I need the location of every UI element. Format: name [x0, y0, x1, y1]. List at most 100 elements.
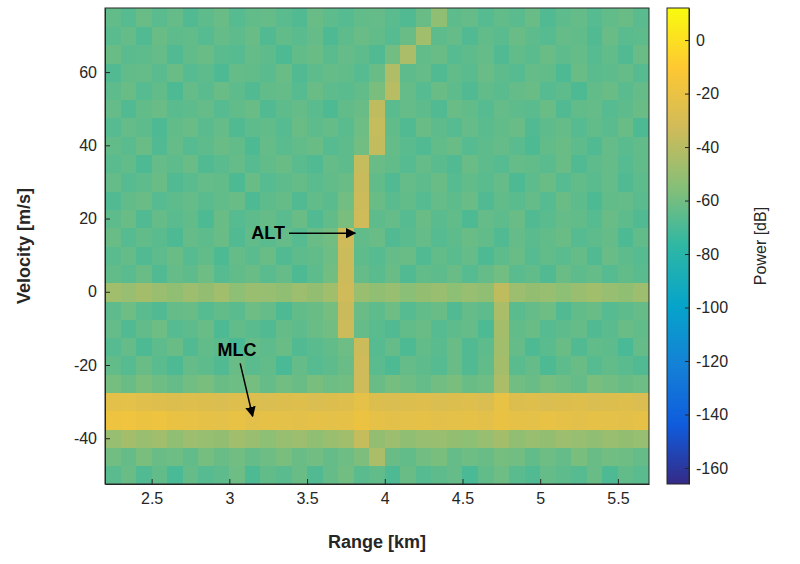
heatmap-cell [323, 8, 339, 27]
heatmap-cell [214, 191, 230, 210]
heatmap-cell [540, 63, 556, 82]
heatmap-cell [556, 466, 572, 484]
y-axis-title: Velocity [m/s] [14, 188, 34, 304]
heatmap-cell [431, 356, 447, 375]
heatmap-cell [556, 154, 572, 173]
heatmap-cell [416, 191, 432, 210]
heatmap-cell [354, 81, 370, 100]
heatmap-cell [276, 173, 292, 192]
heatmap-cell [105, 392, 121, 411]
heatmap-cell [229, 173, 245, 192]
heatmap-cell [229, 411, 245, 430]
heatmap-cell [229, 8, 245, 27]
heatmap-cell [447, 429, 463, 448]
heatmap-cell [152, 429, 168, 448]
heatmap-cell [416, 319, 432, 338]
heatmap-cell [618, 8, 634, 27]
heatmap-cell [369, 301, 385, 320]
heatmap-cell [633, 411, 649, 430]
heatmap-cell [105, 118, 121, 137]
heatmap-cell [400, 411, 416, 430]
heatmap-cell [633, 429, 649, 448]
heatmap-cell [369, 173, 385, 192]
heatmap-cell [462, 45, 478, 64]
heatmap-cell [587, 8, 603, 27]
heatmap-cell [121, 374, 137, 393]
heatmap-cell [431, 246, 447, 265]
heatmap-cell [229, 301, 245, 320]
heatmap-cell [307, 45, 323, 64]
heatmap-cell [292, 228, 308, 247]
heatmap-cell [292, 411, 308, 430]
heatmap-cell [323, 246, 339, 265]
heatmap-cell [509, 301, 525, 320]
heatmap-cell [494, 81, 510, 100]
colorbar-axis-tick: -40 [685, 139, 719, 156]
heatmap-cell [229, 466, 245, 484]
heatmap-cell [338, 466, 354, 484]
heatmap-cell [354, 246, 370, 265]
heatmap-cell [462, 319, 478, 338]
heatmap-cell [167, 63, 183, 82]
heatmap-cell [385, 246, 401, 265]
heatmap-cell [494, 136, 510, 155]
heatmap-cell [587, 356, 603, 375]
heatmap-cell [618, 118, 634, 137]
heatmap-cell [385, 81, 401, 100]
heatmap-cell [198, 374, 214, 393]
heatmap-cell [292, 26, 308, 45]
heatmap-cell [509, 191, 525, 210]
heatmap-cell [478, 392, 494, 411]
heatmap-cell [276, 319, 292, 338]
heatmap-cell [183, 209, 199, 228]
heatmap-cell [183, 118, 199, 137]
heatmap-cell [385, 283, 401, 302]
heatmap-cell [167, 191, 183, 210]
heatmap-cell [571, 338, 587, 357]
heatmap-cell [260, 81, 276, 100]
heatmap-cell [602, 429, 618, 448]
heatmap-cell [571, 8, 587, 27]
heatmap-cell [307, 429, 323, 448]
heatmap-cell [152, 392, 168, 411]
heatmap-cell [229, 26, 245, 45]
heatmap-cell [198, 264, 214, 283]
colorbar-axis-tick: -120 [685, 353, 728, 370]
heatmap-cell [571, 466, 587, 484]
heatmap-cell [292, 429, 308, 448]
heatmap-cell [167, 136, 183, 155]
heatmap-cell [369, 356, 385, 375]
heatmap-cell [214, 118, 230, 137]
heatmap-cell [183, 283, 199, 302]
heatmap-cell [385, 374, 401, 393]
heatmap-cell [323, 374, 339, 393]
heatmap-cell [633, 209, 649, 228]
heatmap-cell [354, 356, 370, 375]
heatmap-cell [602, 118, 618, 137]
heatmap-cell [152, 118, 168, 137]
heatmap-cell [338, 283, 354, 302]
heatmap-cell [369, 374, 385, 393]
heatmap-cell [587, 81, 603, 100]
heatmap-cell [229, 63, 245, 82]
heatmap-cell [602, 45, 618, 64]
y-axis-tick-label: 40 [79, 137, 97, 154]
heatmap-cell [400, 246, 416, 265]
heatmap-cell [571, 429, 587, 448]
heatmap-cell [525, 45, 541, 64]
heatmap-cell [462, 81, 478, 100]
heatmap-cell [105, 136, 121, 155]
heatmap-cell [462, 411, 478, 430]
colorbar-axis-tick: -140 [685, 406, 728, 423]
heatmap-cell [618, 338, 634, 357]
heatmap-cell [540, 118, 556, 137]
y-axis-tick-mark [105, 219, 110, 220]
heatmap-cell [369, 429, 385, 448]
heatmap-cell [556, 173, 572, 192]
heatmap-cell [338, 429, 354, 448]
heatmap-cell [105, 246, 121, 265]
heatmap-cell [385, 228, 401, 247]
heatmap-cell [618, 81, 634, 100]
heatmap-cell [198, 392, 214, 411]
heatmap-cell [587, 301, 603, 320]
